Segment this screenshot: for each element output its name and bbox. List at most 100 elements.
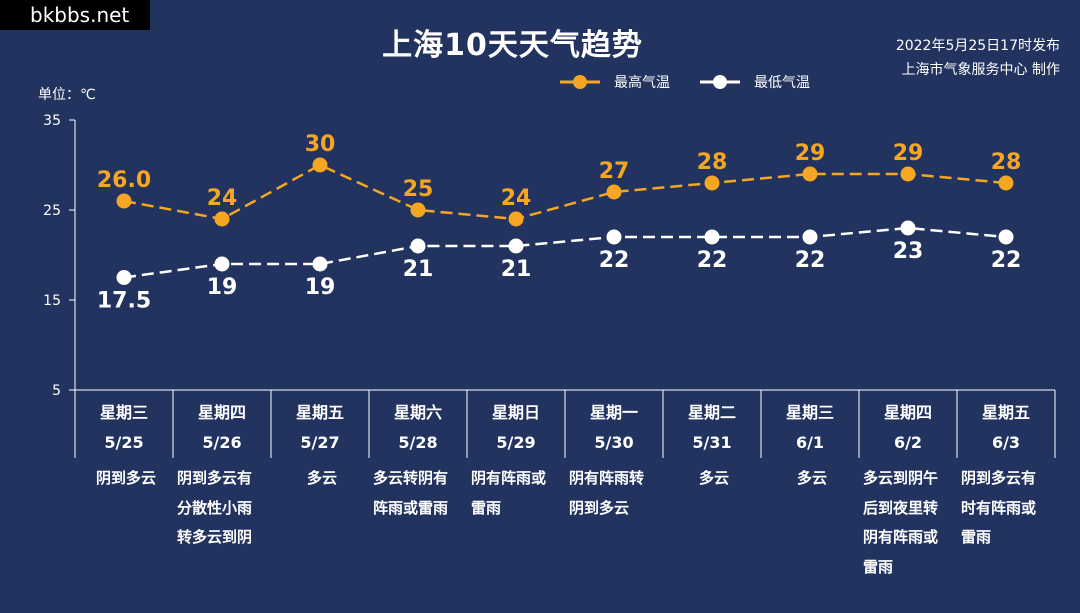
low-temp-data-label: 23 (893, 239, 924, 264)
weekday-label: 星期四 (197, 403, 246, 422)
high-temp-data-label: 24 (207, 186, 238, 211)
weather-line: 阴有阵雨或 (471, 469, 547, 487)
weekday-label: 星期六 (393, 403, 442, 422)
low-temp-data-label: 22 (697, 248, 728, 273)
high-temp-data-label: 25 (403, 177, 434, 202)
date-label: 5/31 (692, 433, 732, 452)
legend-item-high: 最高气温 (560, 72, 670, 92)
low-temp-point (900, 220, 916, 236)
weekday-label: 星期日 (491, 403, 540, 422)
low-temp-data-label: 21 (403, 257, 434, 282)
weather-line: 雷雨 (471, 498, 502, 517)
weather-line: 阴到多云有 (961, 469, 1037, 487)
low-temp-point (508, 238, 524, 254)
legend-high-label: 最高气温 (614, 75, 670, 91)
date-label: 5/29 (496, 433, 536, 452)
chart-title: 上海10天天气趋势 (382, 28, 643, 63)
date-label: 5/26 (202, 433, 242, 452)
weather-line: 阴到多云有 (177, 469, 253, 487)
high-temp-data-label: 28 (697, 150, 728, 175)
y-tick-label: 15 (43, 293, 61, 309)
legend-high-marker-icon (560, 75, 600, 89)
date-label: 5/30 (594, 433, 634, 452)
low-temp-point (606, 229, 622, 245)
weather-line: 多云 (306, 469, 337, 487)
date-label: 6/1 (795, 433, 825, 452)
weekday-label: 星期三 (99, 403, 148, 422)
weather-description: 多云转阴有 阵雨或雷雨 (373, 464, 467, 523)
day-header: 星期三 6/1 (761, 398, 859, 458)
high-temp-data-label: 28 (991, 150, 1022, 175)
date-label: 5/28 (398, 433, 438, 452)
low-temp-point (998, 229, 1014, 245)
date-label: 6/2 (893, 433, 923, 452)
legend-low-marker-icon (700, 75, 740, 89)
high-temp-point (802, 166, 818, 182)
low-temp-point (704, 229, 720, 245)
weekday-label: 星期三 (785, 403, 834, 422)
weather-description: 阴有阵雨或 雷雨 (471, 464, 565, 523)
high-temp-point (410, 202, 426, 218)
weather-line: 阴到多云 (569, 498, 630, 517)
high-temp-point (900, 166, 916, 182)
high-temp-point (704, 175, 720, 191)
low-temp-point (312, 256, 328, 272)
weekday-label: 星期四 (883, 403, 932, 422)
issue-time: 2022年5月25日17时发布 (895, 38, 1060, 54)
weather-description: 阴到多云 (79, 464, 173, 494)
day-header: 星期五 6/3 (957, 398, 1055, 458)
high-temp-data-label: 29 (893, 141, 924, 166)
date-label: 5/25 (104, 433, 144, 452)
weather-description: 多云 (275, 464, 369, 494)
high-temp-point (606, 184, 622, 200)
high-temp-data-label: 27 (599, 159, 630, 184)
low-temp-data-label: 22 (599, 248, 630, 273)
day-header: 星期五 5/27 (271, 398, 369, 458)
weather-description: 阴到多云有分散性小雨转多云到阴 (177, 464, 271, 553)
weather-line: 多云到阴午 (863, 469, 939, 487)
low-temp-point (802, 229, 818, 245)
day-header: 星期一 5/30 (565, 398, 663, 458)
issue-info: 2022年5月25日17时发布 上海市气象服务中心 制作 (896, 34, 1060, 82)
high-temp-data-label: 24 (501, 186, 532, 211)
low-temp-point (410, 238, 426, 254)
day-header: 星期三 5/25 (75, 398, 173, 458)
weather-description: 阴有阵雨转 阴到多云 (569, 464, 663, 523)
y-tick-label: 5 (52, 383, 61, 399)
day-header: 星期六 5/28 (369, 398, 467, 458)
legend-item-low: 最低气温 (700, 72, 810, 92)
legend-low-label: 最低气温 (754, 75, 810, 91)
day-header: 星期二 5/31 (663, 398, 761, 458)
weather-description: 多云到阴午 后到夜里转 阴有阵雨或 雷雨 (863, 464, 957, 582)
low-temp-data-label: 19 (305, 275, 336, 300)
high-temp-point (214, 211, 230, 227)
date-label: 5/27 (300, 433, 340, 452)
weather-line: 阴有阵雨转 (569, 469, 645, 487)
weather-line: 转多云到阴 (177, 528, 253, 546)
day-header: 星期四 6/2 (859, 398, 957, 458)
day-header: 星期四 5/26 (173, 398, 271, 458)
weekday-label: 星期五 (981, 403, 1030, 422)
y-tick-label: 35 (43, 113, 61, 129)
high-temp-line (123, 163, 1007, 221)
issuer: 上海市气象服务中心 制作 (901, 62, 1060, 78)
high-temp-data-label: 26.0 (97, 168, 151, 193)
low-temp-data-label: 22 (991, 248, 1022, 273)
weekday-label: 星期二 (687, 403, 736, 422)
weather-description: 多云 (667, 464, 761, 494)
legend: 最高气温 最低气温 (560, 72, 840, 92)
weather-description: 阴到多云有 时有阵雨或 雷雨 (961, 464, 1055, 553)
low-temp-point (214, 256, 230, 272)
high-temp-point (116, 193, 132, 209)
high-temp-data-label: 30 (305, 132, 336, 157)
low-temp-data-label: 21 (501, 257, 532, 282)
weather-description: 多云 (765, 464, 859, 494)
weather-line: 时有阵雨或 (961, 498, 1037, 517)
weather-line: 分散性小雨 (177, 498, 253, 517)
watermark: bkbbs.net (0, 0, 150, 30)
weekday-label: 星期五 (295, 403, 344, 422)
y-tick-label: 25 (43, 203, 61, 219)
low-temp-data-label: 22 (795, 248, 826, 273)
low-temp-data-label: 19 (207, 275, 238, 300)
